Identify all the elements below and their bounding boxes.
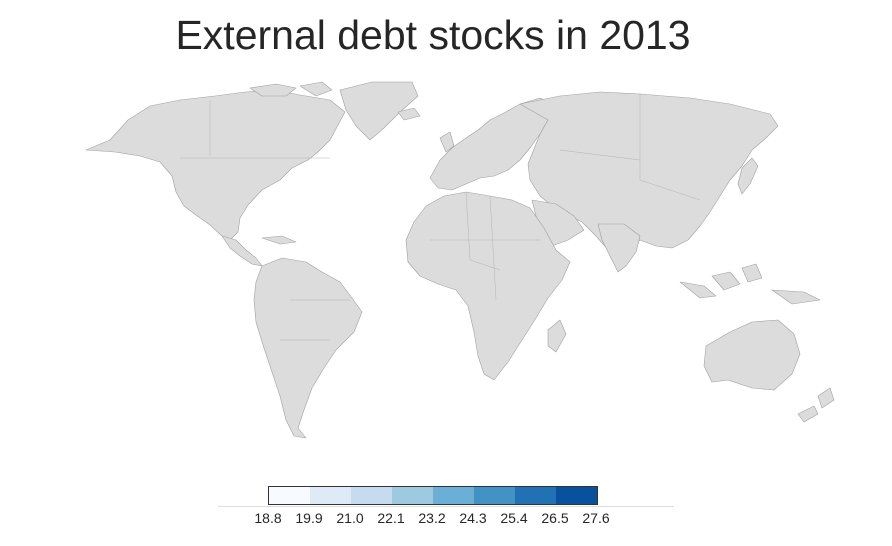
africa-landmass <box>405 191 571 381</box>
central-america-landmass <box>221 235 263 267</box>
legend-bin <box>474 487 515 504</box>
indian-subcontinent <box>597 223 641 273</box>
southeast-asia-island <box>771 289 821 305</box>
southeast-asia-island <box>741 263 763 283</box>
legend-divider <box>218 506 674 507</box>
new-zealand <box>817 387 835 409</box>
north-america-landmass <box>85 89 346 241</box>
map-title: External debt stocks in 2013 <box>175 12 691 58</box>
legend-tick-label: 23.2 <box>418 510 446 526</box>
legend-bin <box>269 487 310 504</box>
legend-bin <box>351 487 392 504</box>
greenland-landmass <box>339 81 419 141</box>
legend-bin <box>310 487 351 504</box>
legend-bin <box>392 487 433 504</box>
asia-landmass <box>519 91 779 263</box>
arctic-island <box>249 83 297 97</box>
colorbar-legend <box>268 486 598 505</box>
legend-tick-label: 18.8 <box>254 510 282 526</box>
legend-bin <box>433 487 474 504</box>
new-zealand <box>797 405 819 423</box>
legend-bin <box>515 487 556 504</box>
country-borders <box>180 94 701 341</box>
legend-ticks: 18.8 19.9 21.0 22.1 23.2 24.3 25.4 26.5 … <box>0 510 892 530</box>
australia-landmass <box>703 319 801 391</box>
legend-tick-label: 26.5 <box>541 510 569 526</box>
british-isles <box>439 131 455 153</box>
southeast-asia-island <box>711 271 741 291</box>
arctic-island <box>299 81 333 97</box>
south-america-landmass <box>253 257 363 439</box>
legend-tick-label: 25.4 <box>500 510 528 526</box>
southeast-asia-island <box>679 281 717 299</box>
legend-tick-label: 22.1 <box>377 510 405 526</box>
caribbean-island <box>261 235 297 245</box>
legend-tick-label: 21.0 <box>336 510 364 526</box>
legend-tick-label: 19.9 <box>295 510 323 526</box>
legend-tick-label: 24.3 <box>459 510 487 526</box>
iceland <box>397 107 421 121</box>
japan-islands <box>737 157 759 195</box>
madagascar <box>547 319 567 353</box>
legend-tick-label: 27.6 <box>582 510 610 526</box>
legend-bin <box>556 487 597 504</box>
